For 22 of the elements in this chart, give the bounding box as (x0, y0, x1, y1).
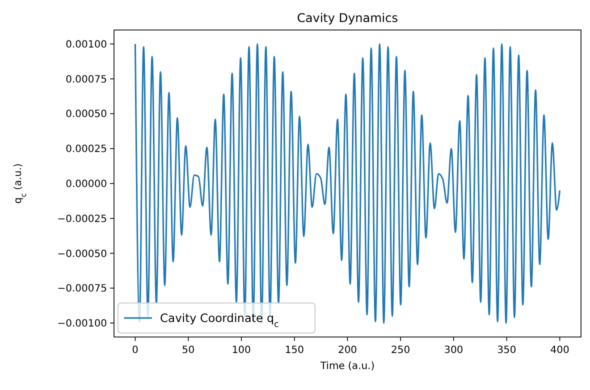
x-tick-label: 200 (338, 345, 358, 356)
y-tick-label: 0.00075 (66, 74, 107, 86)
legend-label: Cavity Coordinate q$_{c}$ (160, 311, 280, 330)
x-tick-label: 350 (497, 345, 516, 356)
chart-title: Cavity Dynamics (297, 11, 398, 25)
y-tick-label: −0.00050 (57, 248, 107, 260)
y-tick-label: 0.00050 (66, 109, 107, 120)
line-series (134, 43, 561, 324)
y-tick-label: 0.00100 (66, 39, 107, 50)
x-tick-label: 0 (132, 345, 138, 356)
y-tick-label: −0.00025 (57, 214, 107, 225)
y-tick-label: 0.00000 (66, 179, 107, 190)
y-tick-label: −0.00075 (57, 284, 107, 295)
y-tick-label: −0.00100 (57, 318, 107, 330)
x-tick-label: 150 (284, 345, 304, 356)
x-tick-label: 400 (550, 345, 570, 356)
x-tick-label: 300 (444, 345, 464, 356)
x-tick-label: 250 (391, 345, 410, 356)
x-tick-label: 50 (182, 345, 195, 356)
y-tick-label: 0.00025 (66, 144, 107, 156)
x-axis-title: Time (a.u.) (319, 361, 375, 372)
x-tick-label: 100 (232, 345, 251, 356)
